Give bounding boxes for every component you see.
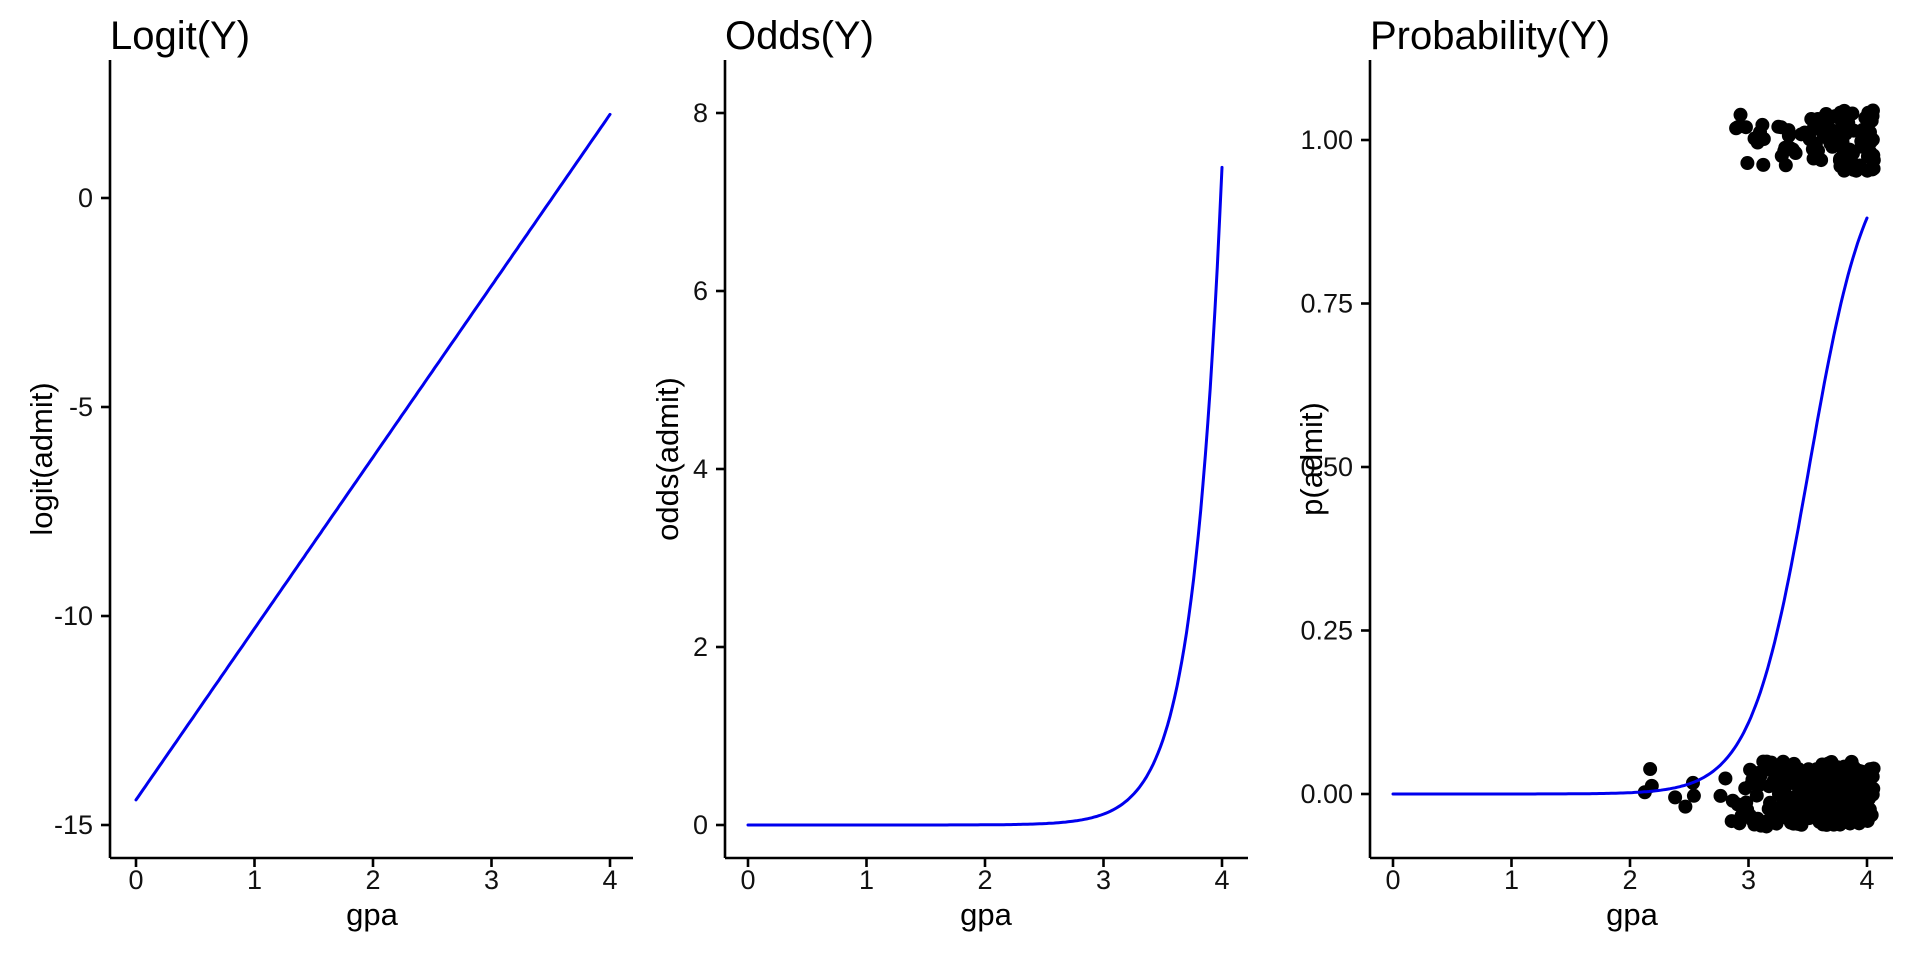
- y-tick-label-probability: 0.00: [1300, 779, 1353, 809]
- point-rejected: [1792, 773, 1807, 788]
- point-admitted: [1781, 123, 1796, 138]
- x-tick-label-probability: 2: [1622, 865, 1637, 895]
- point-admitted: [1805, 142, 1820, 157]
- point-rejected: [1738, 781, 1753, 796]
- point-rejected: [1784, 763, 1799, 778]
- y-tick-label-odds: 4: [693, 454, 708, 484]
- x-tick-label-logit: 3: [484, 865, 499, 895]
- point-admitted: [1835, 117, 1850, 132]
- x-tick-label-odds: 1: [859, 865, 874, 895]
- point-rejected: [1816, 817, 1831, 832]
- point-admitted: [1730, 120, 1745, 135]
- point-admitted: [1740, 156, 1755, 171]
- point-admitted: [1865, 162, 1880, 177]
- point-rejected: [1686, 788, 1701, 803]
- x-tick-label-probability: 1: [1504, 865, 1519, 895]
- point-rejected: [1834, 815, 1849, 830]
- point-admitted: [1859, 123, 1874, 138]
- point-rejected: [1858, 769, 1873, 784]
- y-tick-label-probability: 0.75: [1300, 289, 1353, 319]
- point-rejected: [1764, 755, 1779, 770]
- point-admitted: [1852, 158, 1867, 173]
- point-admitted: [1733, 107, 1748, 122]
- curve-odds: [746, 165, 1224, 827]
- x-tick-label-probability: 0: [1385, 865, 1400, 895]
- curve-probability: [1391, 216, 1869, 796]
- y-tick-label-odds: 6: [693, 276, 708, 306]
- curve-logit: [134, 112, 612, 802]
- y-axis-label-logit: logit(admit): [24, 382, 59, 536]
- y-tick-label-odds: 0: [693, 810, 708, 840]
- y-tick-label-logit: -15: [54, 810, 93, 840]
- y-tick-label-probability: 1.00: [1300, 125, 1353, 155]
- x-tick-label-probability: 4: [1859, 865, 1874, 895]
- panel-title-logit: Logit(Y): [110, 14, 251, 58]
- point-admitted: [1797, 125, 1812, 140]
- point-rejected: [1863, 781, 1878, 796]
- x-tick-label-logit: 0: [128, 865, 143, 895]
- y-tick-label-odds: 8: [693, 98, 708, 128]
- point-admitted: [1813, 112, 1828, 127]
- point-rejected: [1713, 788, 1728, 803]
- point-rejected: [1734, 808, 1749, 823]
- point-rejected: [1730, 797, 1745, 812]
- y-tick-label-logit: 0: [78, 183, 93, 213]
- y-tick-label-probability: 0.25: [1300, 616, 1353, 646]
- point-rejected: [1806, 803, 1821, 818]
- point-rejected: [1833, 766, 1848, 781]
- point-admitted: [1819, 127, 1834, 142]
- point-rejected: [1853, 813, 1868, 828]
- x-tick-label-logit: 1: [247, 865, 262, 895]
- point-rejected: [1767, 810, 1782, 825]
- panel-title-probability: Probability(Y): [1370, 14, 1611, 58]
- x-tick-label-odds: 3: [1096, 865, 1111, 895]
- y-axis-label-odds: odds(admit): [650, 377, 685, 541]
- x-axis-label-odds: gpa: [960, 897, 1012, 932]
- point-rejected: [1678, 799, 1693, 814]
- x-tick-label-probability: 3: [1741, 865, 1756, 895]
- point-admitted: [1863, 135, 1878, 150]
- point-rejected: [1814, 775, 1829, 790]
- y-tick-label-probability: 0.50: [1300, 452, 1353, 482]
- point-rejected: [1773, 785, 1788, 800]
- x-tick-label-odds: 4: [1214, 865, 1229, 895]
- x-tick-label-logit: 4: [602, 865, 617, 895]
- point-rejected: [1668, 790, 1683, 805]
- point-admitted: [1750, 135, 1765, 150]
- x-axis-label-probability: gpa: [1606, 897, 1658, 932]
- point-rejected: [1786, 816, 1801, 831]
- y-axis-label-probability: p(admit): [1294, 402, 1329, 516]
- point-rejected: [1643, 762, 1658, 777]
- y-tick-label-logit: -5: [69, 392, 93, 422]
- point-rejected: [1854, 795, 1869, 810]
- y-tick-label-logit: -10: [54, 601, 93, 631]
- point-admitted: [1843, 150, 1858, 165]
- point-admitted: [1756, 157, 1771, 172]
- x-axis-label-logit: gpa: [346, 897, 398, 932]
- panel-title-odds: Odds(Y): [725, 14, 874, 58]
- point-rejected: [1815, 757, 1830, 772]
- y-tick-label-odds: 2: [693, 632, 708, 662]
- point-rejected: [1718, 771, 1733, 786]
- point-admitted: [1785, 142, 1800, 157]
- point-admitted: [1858, 110, 1873, 125]
- x-tick-label-odds: 2: [977, 865, 992, 895]
- x-tick-label-logit: 2: [365, 865, 380, 895]
- point-admitted: [1835, 134, 1850, 149]
- point-rejected: [1834, 780, 1849, 795]
- x-tick-label-odds: 0: [740, 865, 755, 895]
- point-rejected: [1753, 768, 1768, 783]
